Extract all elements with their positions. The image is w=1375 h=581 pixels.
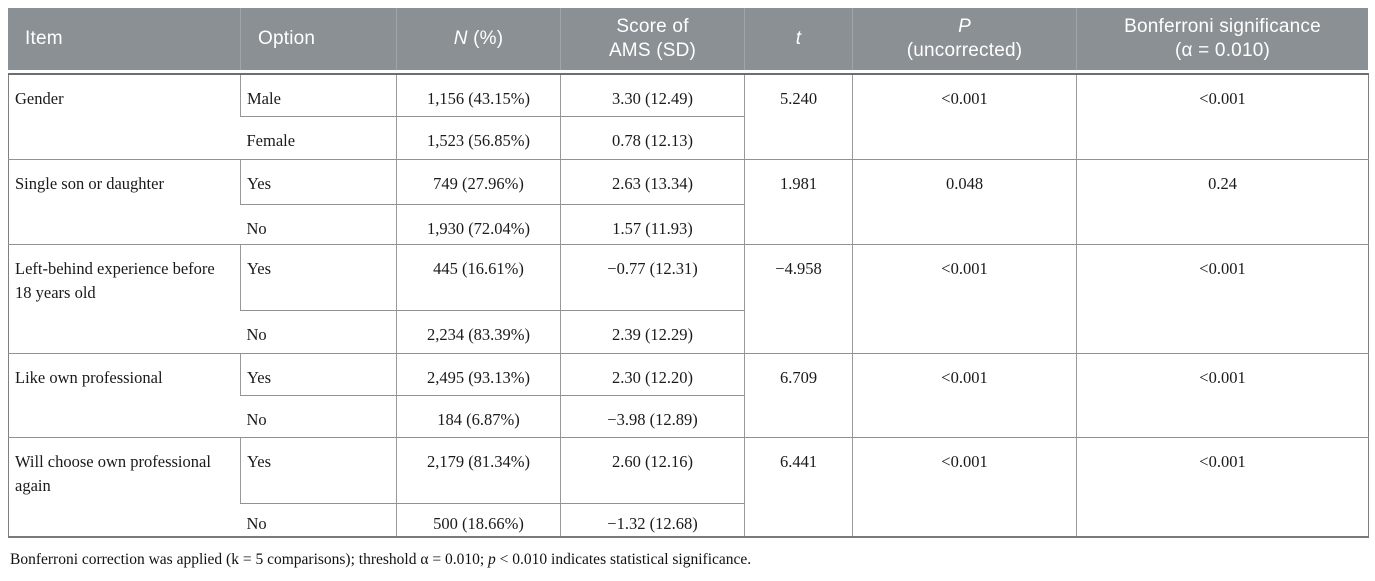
table-row: Single son or daughter Yes 749 (27.96%) …: [8, 159, 1369, 245]
statistics-table: Gender Male 1,156 (43.15%) 3.30 (12.49) …: [8, 73, 1369, 539]
item-cell: Left-behind experience before 18 years o…: [8, 244, 241, 354]
column-header-item-label: Item: [25, 28, 63, 50]
n-rest: (%): [467, 28, 504, 50]
score-cell: −3.98 (12.89): [560, 395, 745, 438]
n-cell: 1,156 (43.15%): [396, 74, 561, 117]
n-cell: 2,234 (83.39%): [396, 310, 561, 354]
column-header-item: Item: [8, 8, 240, 70]
option-cell: Female: [240, 116, 397, 160]
option-cell: Yes: [240, 437, 397, 504]
table-row: Like own professional Yes 2,495 (93.13%)…: [8, 353, 1369, 438]
option-cell: No: [240, 395, 397, 438]
score-cell: 2.60 (12.16): [560, 437, 745, 504]
score-header-line1: Score of: [616, 16, 689, 38]
t-cell: 6.709: [744, 353, 853, 438]
n-cell: 1,523 (56.85%): [396, 116, 561, 160]
t-header-label: t: [795, 28, 802, 50]
table-footnote: Bonferroni correction was applied (k = 5…: [10, 551, 751, 569]
bonferroni-cell: 0.24: [1076, 159, 1369, 245]
n-italic: N: [453, 28, 468, 50]
p-cell: <0.001: [852, 74, 1077, 160]
bonferroni-cell: <0.001: [1076, 244, 1369, 354]
score-cell: 1.57 (11.93): [560, 204, 745, 245]
item-cell: Gender: [8, 74, 241, 160]
column-header-p-uncorrected: P (uncorrected): [852, 8, 1076, 70]
n-cell: 445 (16.61%): [396, 244, 561, 311]
p-header-line2: (uncorrected): [906, 40, 1023, 61]
score-cell: 0.78 (12.13): [560, 116, 745, 160]
bonferroni-cell: <0.001: [1076, 74, 1369, 160]
table-row: No 2,234 (83.39%) 2.39 (12.29): [9, 310, 1369, 354]
column-header-option: Option: [240, 8, 396, 70]
n-cell: 2,495 (93.13%): [396, 353, 561, 396]
table-row: Gender Male 1,156 (43.15%) 3.30 (12.49) …: [8, 74, 1369, 160]
column-header-option-label: Option: [258, 28, 316, 50]
score-cell: 2.39 (12.29): [560, 310, 745, 354]
score-cell: 2.63 (13.34): [560, 159, 745, 205]
footnote-text-2: < 0.010 indicates statistical significan…: [495, 551, 752, 568]
option-cell: Yes: [240, 159, 397, 205]
n-cell: 184 (6.87%): [396, 395, 561, 438]
score-cell: 2.30 (12.20): [560, 353, 745, 396]
p-cell: <0.001: [852, 437, 1077, 538]
bonferroni-cell: <0.001: [1076, 353, 1369, 438]
n-cell: 2,179 (81.34%): [396, 437, 561, 504]
table-row: Female 1,523 (56.85%) 0.78 (12.13): [9, 116, 1369, 160]
option-cell: No: [240, 310, 397, 354]
item-cell: Like own professional: [8, 353, 241, 438]
t-cell: −4.958: [744, 244, 853, 354]
t-cell: 1.981: [744, 159, 853, 245]
t-cell: 6.441: [744, 437, 853, 538]
option-cell: Yes: [240, 244, 397, 311]
footnote-text-1: Bonferroni correction was applied (k = 5…: [10, 551, 489, 568]
bonferroni-cell: <0.001: [1076, 437, 1369, 538]
table-row: No 184 (6.87%) −3.98 (12.89): [9, 395, 1369, 438]
n-cell: 749 (27.96%): [396, 159, 561, 205]
table-header-row: Item Option N (%) Score of AMS (SD) t P …: [8, 8, 1368, 70]
score-header-line2: AMS (SD): [608, 40, 697, 61]
p-header-line1: P: [958, 16, 971, 38]
p-cell: 0.048: [852, 159, 1077, 245]
column-header-t: t: [744, 8, 852, 70]
column-header-score-ams: Score of AMS (SD): [560, 8, 744, 70]
option-cell: No: [240, 204, 397, 245]
column-header-n-label: N (%): [454, 27, 504, 51]
n-cell: 1,930 (72.04%): [396, 204, 561, 245]
table-row: No 500 (18.66%) −1.32 (12.68): [9, 503, 1369, 538]
table-body: Gender Male 1,156 (43.15%) 3.30 (12.49) …: [8, 73, 1369, 539]
table-row: Will choose own professional again Yes 2…: [8, 437, 1369, 538]
t-cell: 5.240: [744, 74, 853, 160]
option-cell: Yes: [240, 353, 397, 396]
item-cell: Will choose own professional again: [8, 437, 241, 538]
bonferroni-header-line2: (α = 0.010): [1174, 40, 1271, 61]
table-row: Left-behind experience before 18 years o…: [8, 244, 1369, 354]
footnote-italic-p: p: [488, 551, 496, 568]
score-cell: −0.77 (12.31): [560, 244, 745, 311]
bonferroni-header-line1: Bonferroni significance: [1124, 16, 1321, 38]
column-header-n-percent: N (%): [396, 8, 560, 70]
item-cell: Single son or daughter: [8, 159, 241, 245]
column-header-bonferroni: Bonferroni significance (α = 0.010): [1076, 8, 1368, 70]
p-cell: <0.001: [852, 353, 1077, 438]
p-cell: <0.001: [852, 244, 1077, 354]
score-cell: 3.30 (12.49): [560, 74, 745, 117]
table-row: No 1,930 (72.04%) 1.57 (11.93): [9, 204, 1369, 245]
option-cell: Male: [240, 74, 397, 117]
score-cell: −1.32 (12.68): [560, 503, 745, 538]
n-cell: 500 (18.66%): [396, 503, 561, 538]
option-cell: No: [240, 503, 397, 538]
